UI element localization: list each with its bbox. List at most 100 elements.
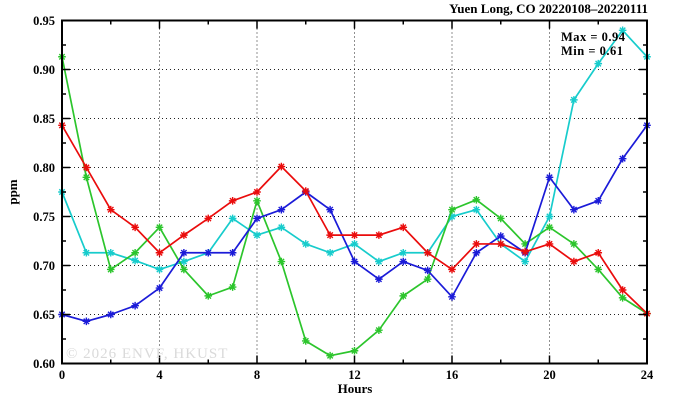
series-green-line	[61, 56, 648, 357]
series-cyan-marker	[570, 96, 578, 104]
series-blue-marker	[375, 275, 383, 284]
series-red-marker	[82, 163, 91, 172]
series-red-marker	[180, 231, 188, 239]
series-green-marker	[106, 265, 115, 274]
series-green-marker	[618, 294, 627, 302]
series-blue-marker	[399, 257, 408, 266]
series-red-marker	[496, 240, 505, 248]
series-red-marker	[521, 247, 529, 256]
series-green-marker	[472, 196, 481, 204]
series-red-marker	[472, 240, 481, 248]
series-green-marker	[570, 240, 578, 248]
series-green-marker	[594, 265, 603, 274]
series-red-marker	[350, 231, 359, 239]
series-green-marker	[253, 197, 261, 205]
series-cyan-marker	[253, 231, 261, 239]
series-blue-marker	[545, 173, 554, 182]
series-blue-marker	[180, 248, 188, 257]
axis-ticks	[61, 19, 648, 365]
plot-frame	[61, 19, 648, 365]
annotation-max: Max = 0.94	[561, 30, 626, 44]
series-cyan-marker	[301, 240, 310, 248]
y-tick-label: 0.65	[33, 308, 55, 322]
series-cyan-marker	[326, 248, 334, 257]
series-blue-marker	[472, 248, 481, 257]
series-blue-marker	[228, 248, 237, 257]
series-green-marker	[228, 283, 237, 291]
y-tick-label: 0.85	[33, 112, 55, 126]
series-red-marker	[253, 188, 261, 196]
series-blue-marker	[204, 248, 213, 257]
series-red-marker	[570, 257, 578, 266]
x-tick-label: 8	[254, 368, 260, 382]
series-red-marker	[228, 197, 237, 205]
series-blue-line	[61, 124, 648, 323]
y-tick-label: 0.75	[33, 210, 55, 224]
series-green-marker	[448, 205, 456, 214]
series-cyan-marker	[131, 256, 139, 265]
series-green-marker	[399, 292, 408, 300]
series-blue-marker	[277, 205, 286, 214]
tick-labels: 0.60 0.65 0.70 0.75 0.80 0.85 0.90 0.95 0 4 8 12 16 2…	[33, 14, 654, 382]
y-tick-label: 0.60	[33, 357, 55, 371]
series-cyan-marker	[82, 248, 91, 257]
x-tick-label: 16	[446, 368, 459, 382]
series-red-marker	[155, 248, 164, 257]
series-cyan-marker	[180, 257, 188, 266]
series-blue-marker	[155, 284, 164, 292]
plot-border	[61, 19, 648, 365]
series-green-marker	[131, 248, 139, 257]
series-green-marker	[301, 337, 310, 345]
watermark: © 2026 ENVF, HKUST	[66, 346, 228, 362]
x-tick-label: 20	[543, 368, 556, 382]
series-blue-marker	[594, 197, 603, 205]
series-green-marker	[326, 351, 334, 360]
series-cyan-marker	[521, 257, 529, 266]
series-cyan-marker	[399, 248, 408, 257]
series-red-marker	[301, 187, 310, 195]
series-cyan-marker	[350, 240, 359, 248]
series-green-marker	[545, 223, 554, 232]
x-tick-label: 4	[156, 368, 163, 382]
series-green-marker	[423, 275, 432, 284]
series-red-marker	[545, 240, 554, 248]
y-axis-title: ppm	[5, 179, 20, 204]
series-cyan-marker	[277, 223, 286, 232]
series-blue-marker	[350, 257, 359, 266]
annotation-min: Min = 0.61	[561, 44, 623, 58]
series-blue-marker	[496, 232, 505, 240]
series-red-marker	[399, 223, 408, 232]
series-red-marker	[448, 265, 456, 274]
x-tick-label: 0	[59, 368, 65, 382]
series-green-marker	[204, 292, 213, 300]
series-cyan-marker	[106, 248, 115, 257]
series-blue-marker	[618, 154, 627, 163]
series-cyan-marker	[472, 205, 481, 214]
y-tick-label: 0.70	[33, 259, 55, 273]
series-red-marker	[106, 205, 115, 214]
series-cyan-marker	[375, 257, 383, 266]
chart-title: Yuen Long, CO 20220108–20220111	[449, 1, 648, 16]
x-tick-label: 12	[348, 368, 361, 382]
series-blue-marker	[131, 301, 139, 310]
series-red-marker	[326, 231, 334, 239]
gridlines	[62, 20, 647, 364]
series-cyan-marker	[618, 26, 627, 35]
series-red-marker	[618, 286, 627, 294]
series-cyan-marker	[545, 212, 554, 221]
x-tick-label: 24	[641, 368, 654, 382]
series-red-marker	[204, 214, 213, 223]
series-blue-marker	[253, 214, 261, 223]
series-blue-marker	[106, 310, 115, 319]
y-tick-label: 0.90	[33, 63, 55, 77]
y-tick-label: 0.80	[33, 161, 55, 175]
x-axis-title: Hours	[338, 381, 373, 396]
series-blue-marker	[570, 205, 578, 214]
series-blue-marker	[423, 266, 432, 275]
series-green-marker	[277, 257, 286, 266]
series-red-marker	[375, 231, 383, 239]
series-red-marker	[131, 223, 139, 232]
series-red-marker	[594, 248, 603, 257]
series-green-marker	[180, 265, 188, 274]
